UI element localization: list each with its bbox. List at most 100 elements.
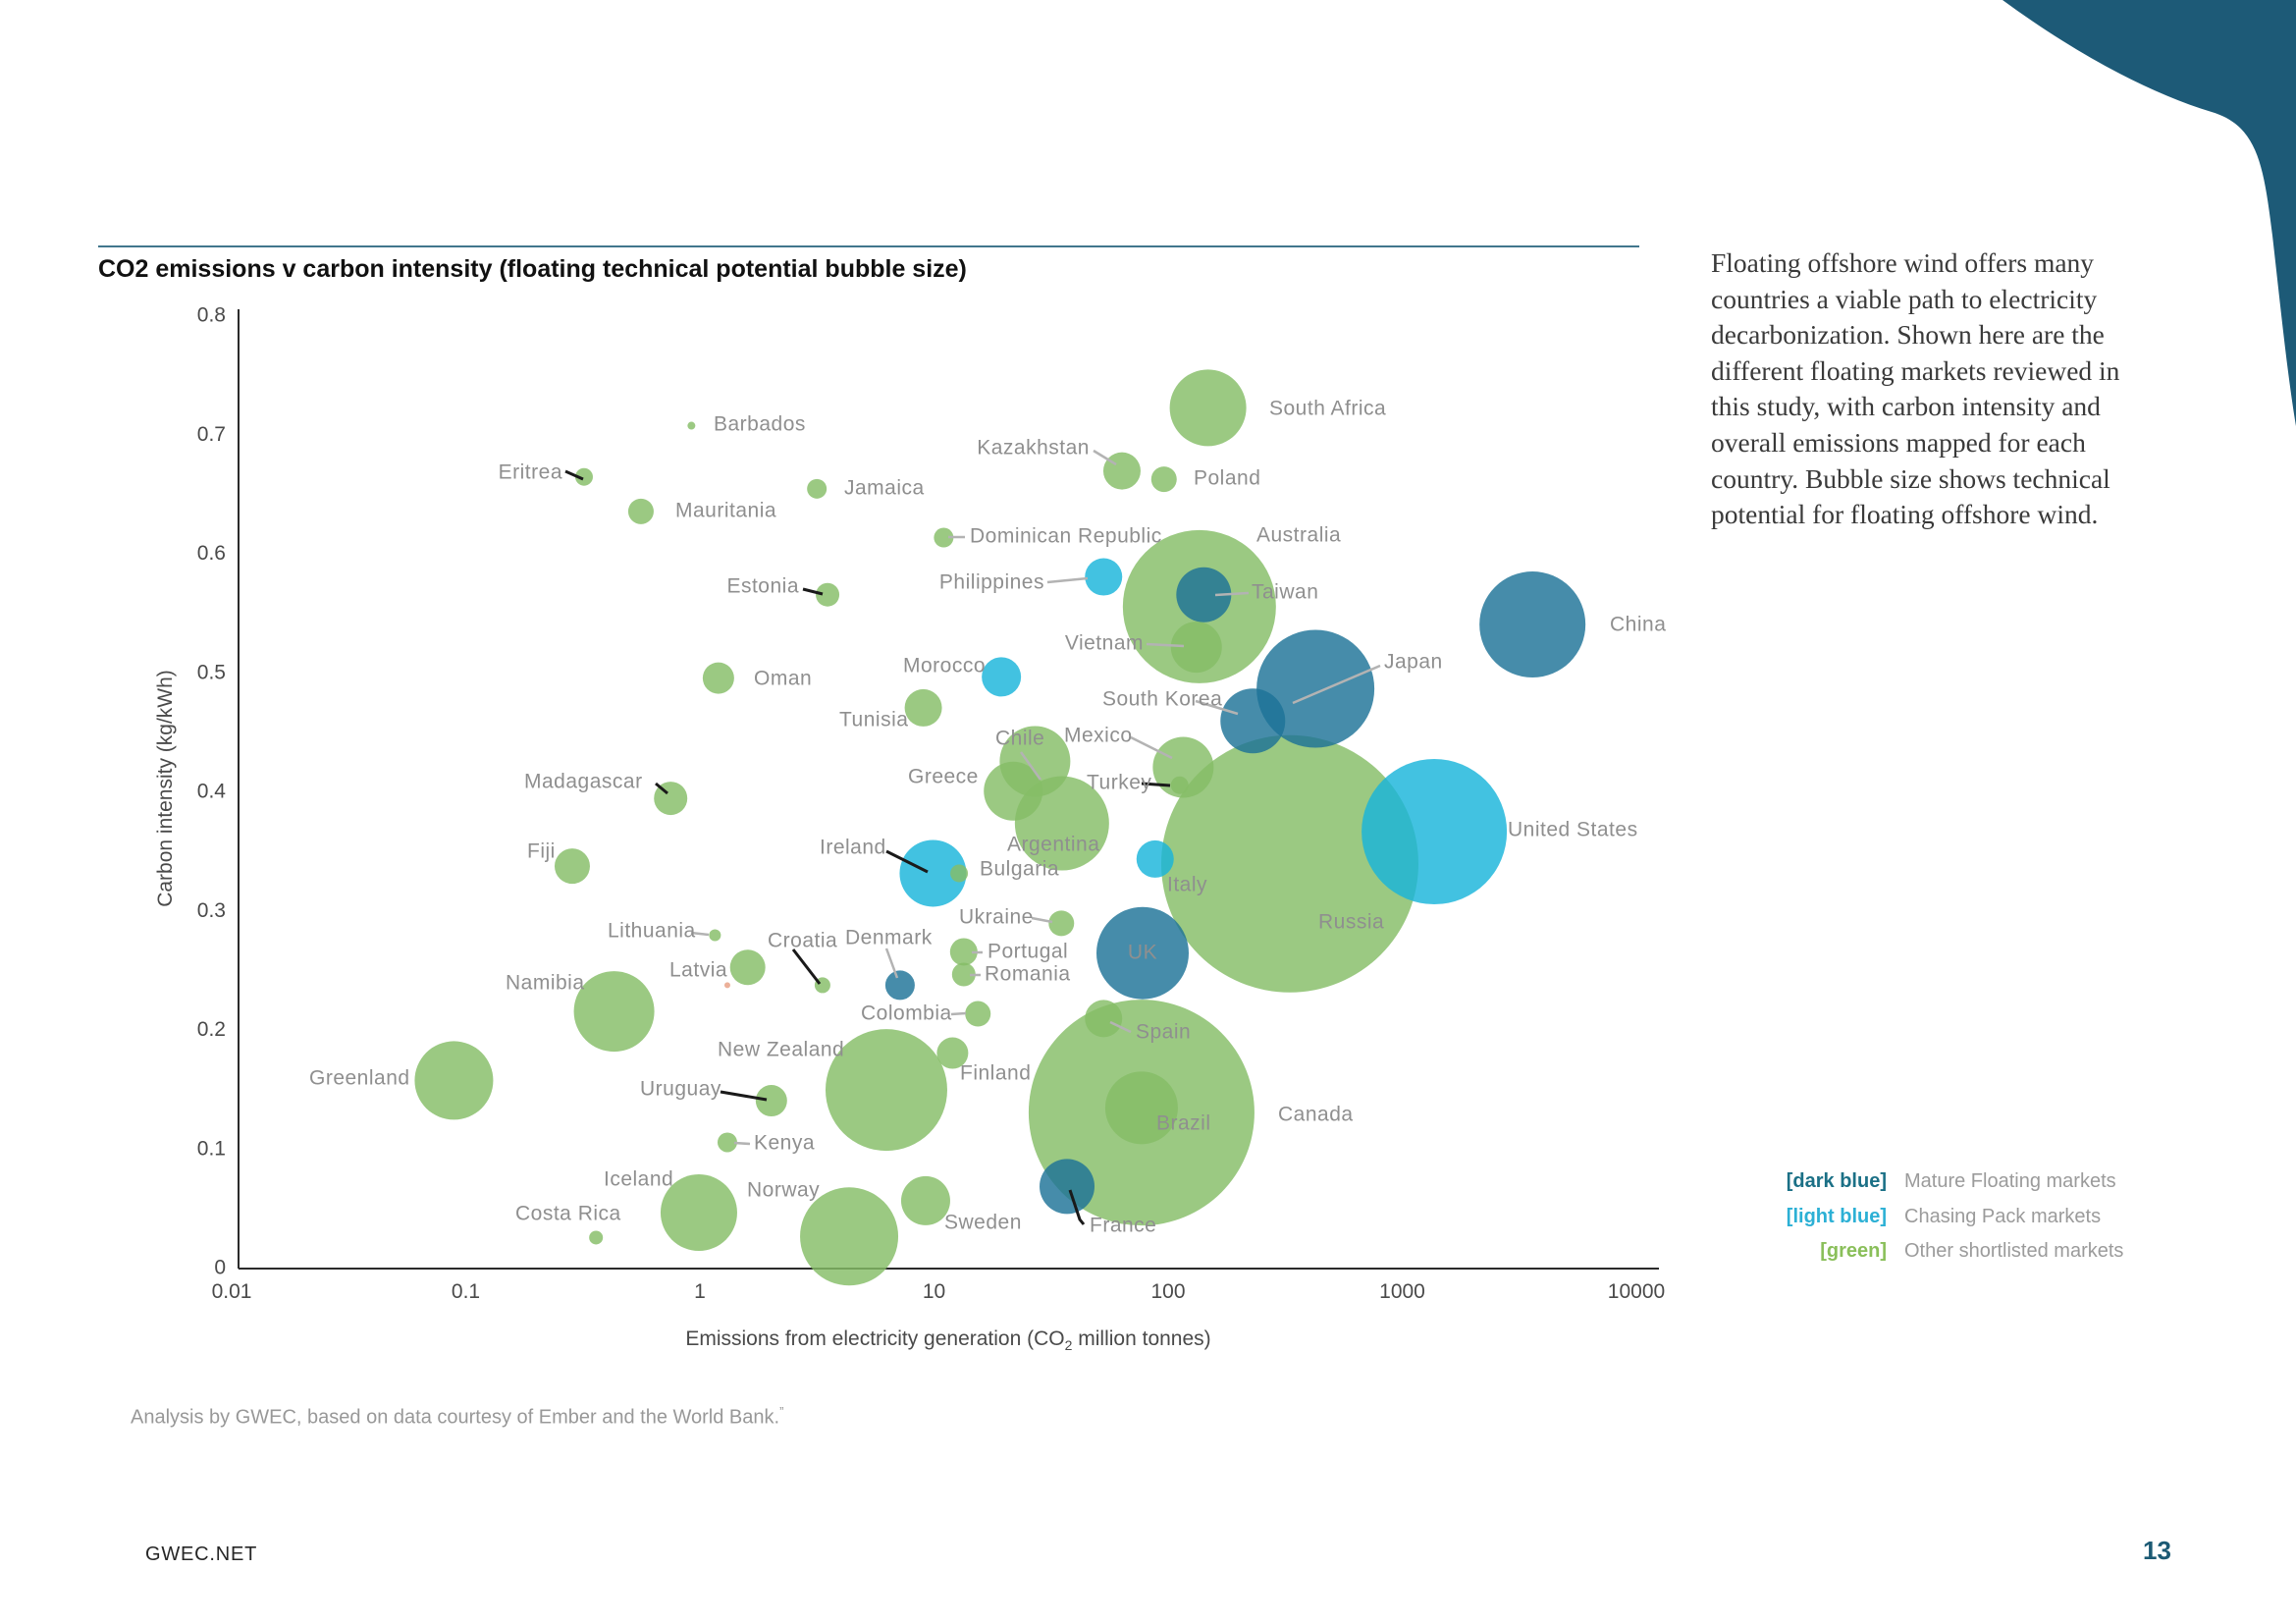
top-rule — [98, 245, 1639, 247]
label-taiwan: Taiwan — [1252, 581, 1318, 604]
leader-taiwan — [1214, 591, 1250, 597]
leader-chile — [1019, 751, 1042, 781]
chart-title: CO2 emissions v carbon intensity (floati… — [98, 255, 967, 283]
label-spain: Spain — [1136, 1021, 1191, 1044]
label-ukraine: Ukraine — [959, 906, 1034, 929]
bubble-portugal — [949, 938, 978, 966]
label-brazil: Brazil — [1156, 1112, 1211, 1135]
bubble-fiji — [554, 848, 590, 885]
label-estonia: Estonia — [726, 575, 799, 598]
label-vietnam: Vietnam — [1065, 632, 1144, 655]
bubble-sweden — [900, 1175, 950, 1225]
bubble-romania — [951, 962, 976, 987]
label-eritrea: Eritrea — [499, 461, 562, 484]
bubble-estonia — [816, 582, 840, 607]
x-tick-10: 10 — [923, 1280, 945, 1303]
label-kazakhstan: Kazakhstan — [977, 437, 1090, 460]
label-colombia: Colombia — [861, 1002, 952, 1025]
leader-south-korea — [1195, 699, 1239, 716]
bubble-lithuania — [709, 929, 721, 942]
leader-mexico — [1130, 735, 1173, 760]
page-number: 13 — [2143, 1536, 2171, 1565]
bubble-jamaica — [807, 478, 828, 499]
y-tick-0.2: 0.2 — [197, 1018, 226, 1041]
label-morocco: Morocco — [903, 655, 986, 677]
bubble-costa-rica — [589, 1230, 604, 1245]
label-barbados: Barbados — [714, 413, 806, 436]
label-philippines: Philippines — [939, 571, 1044, 594]
label-greece: Greece — [908, 766, 979, 788]
bubble-barbados — [687, 421, 696, 430]
label-ireland: Ireland — [820, 837, 886, 859]
bubble-united-states — [1362, 759, 1508, 905]
x-tick-1000: 1000 — [1379, 1280, 1425, 1303]
bubble-france — [1040, 1159, 1095, 1215]
x-tick-0.1: 0.1 — [452, 1280, 480, 1303]
label-bulgaria: Bulgaria — [980, 858, 1059, 881]
bubble-turkey — [1170, 776, 1189, 794]
leader-ukraine — [1031, 916, 1053, 924]
bubble-brazil — [1104, 1071, 1178, 1145]
leader-france — [1068, 1189, 1086, 1225]
bubble-south-korea — [1220, 688, 1286, 754]
label-france: France — [1090, 1215, 1156, 1237]
legend-key-dark-blue: [dark blue] — [1786, 1170, 1887, 1192]
label-namibia: Namibia — [506, 972, 585, 995]
bubble-oman — [702, 662, 734, 694]
x-tick-1: 1 — [694, 1280, 706, 1303]
x-axis-title: Emissions from electricity generation (C… — [685, 1327, 1211, 1354]
label-argentina: Argentina — [1007, 834, 1099, 856]
bubble-mauritania — [627, 498, 654, 524]
label-greenland: Greenland — [309, 1067, 410, 1090]
bubble-eritrea — [574, 467, 593, 486]
corner-accent-shape — [2002, 0, 2296, 426]
y-tick-0.5: 0.5 — [197, 661, 226, 683]
label-lithuania: Lithuania — [608, 920, 696, 943]
label-romania: Romania — [985, 963, 1071, 986]
y-tick-0.6: 0.6 — [197, 542, 226, 565]
leader-eritrea — [564, 469, 584, 481]
bubble-finland — [936, 1037, 969, 1069]
label-japan: Japan — [1384, 651, 1443, 674]
legend-key-green: [green] — [1820, 1240, 1887, 1262]
chart-legend: [dark blue] Mature Floating markets [lig… — [1737, 1170, 2189, 1275]
label-poland: Poland — [1194, 467, 1260, 490]
label-finland: Finland — [960, 1062, 1031, 1085]
bubble-uk — [1095, 906, 1189, 1000]
label-canada: Canada — [1278, 1104, 1354, 1126]
label-norway: Norway — [747, 1179, 820, 1202]
bubble-namibia — [573, 971, 655, 1053]
bubble-vietnam — [1170, 622, 1222, 674]
leader-lithuania — [690, 931, 710, 937]
label-china: China — [1610, 614, 1666, 636]
label-uk: UK — [1128, 942, 1157, 964]
gwec-net-link[interactable]: GWEC.NET — [145, 1543, 258, 1565]
sidebar-paragraph: Floating offshore wind offers many count… — [1711, 247, 2120, 530]
label-latvia: Latvia — [669, 959, 727, 982]
y-tick-0.1: 0.1 — [197, 1137, 226, 1160]
bubble-mexico — [1152, 736, 1214, 798]
bubble-greece — [984, 761, 1043, 821]
label-kenya: Kenya — [754, 1132, 815, 1155]
y-tick-0: 0 — [214, 1257, 226, 1279]
bubble-kenya — [717, 1132, 737, 1153]
leader-philippines — [1046, 576, 1089, 584]
label-oman: Oman — [754, 668, 812, 690]
source-footnote: Analysis by GWEC, based on data courtesy… — [131, 1404, 784, 1429]
label-south-africa: South Africa — [1269, 398, 1386, 420]
leader-croatia — [791, 948, 822, 985]
x-tick-100: 100 — [1150, 1280, 1185, 1303]
leader-estonia — [802, 587, 824, 596]
label-chile: Chile — [995, 728, 1044, 750]
bubble-ireland — [899, 839, 967, 907]
leader-japan — [1292, 664, 1381, 705]
label-united-states: United States — [1508, 819, 1638, 841]
x-tick-0.01: 0.01 — [212, 1280, 252, 1303]
bubble-taiwan — [1176, 567, 1232, 623]
leader-turkey — [1141, 782, 1171, 787]
bubble-russia — [1160, 734, 1418, 993]
bubble-new-zealand — [825, 1029, 947, 1152]
bubble-philippines — [1085, 558, 1123, 596]
bubble-norway — [800, 1187, 899, 1286]
